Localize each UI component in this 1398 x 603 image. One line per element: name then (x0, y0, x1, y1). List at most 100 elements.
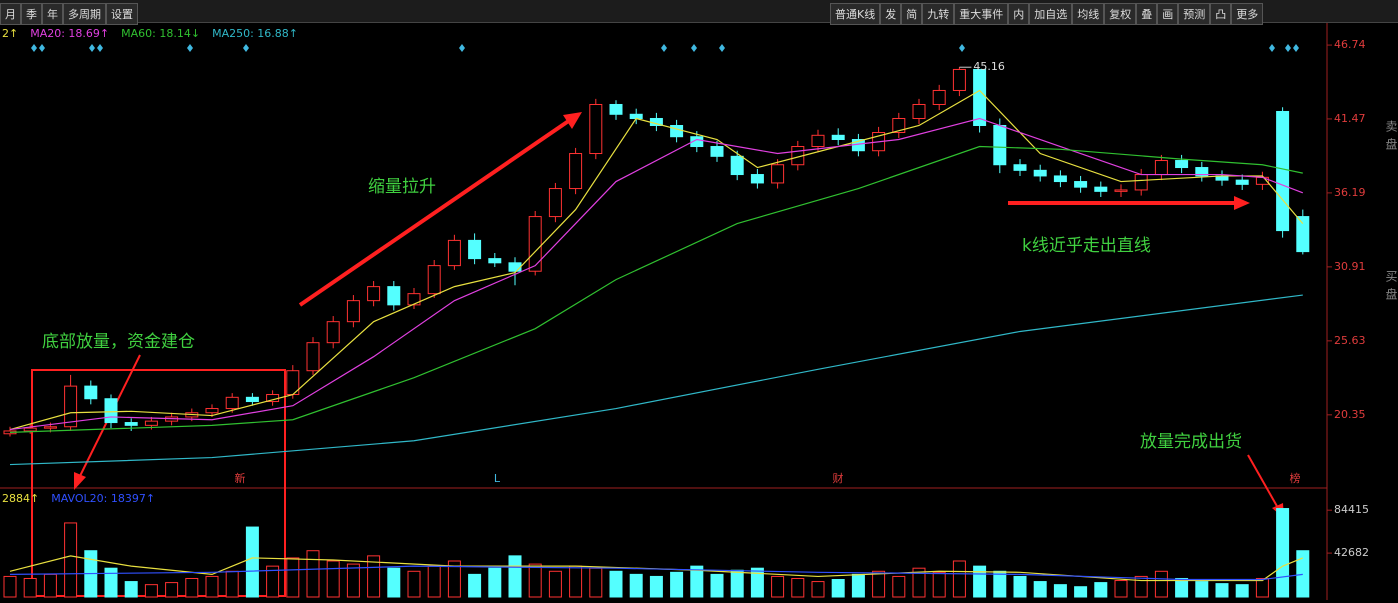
candle-body (831, 134, 845, 141)
side-label: 卖盘 (1384, 120, 1398, 156)
legend: 2↑ MA20: 18.69↑ MA60: 18.14↓ MA250: 16.88↑ (2, 27, 298, 40)
arrow (1247, 454, 1279, 509)
candle-body (346, 300, 360, 323)
toolbar-button[interactable]: 内 (1008, 3, 1030, 25)
volume-bar (973, 565, 987, 598)
toolbar-button[interactable]: 复权 (1104, 3, 1137, 25)
toolbar-button[interactable]: 月 (0, 3, 21, 25)
toolbar-button[interactable]: 发 (880, 3, 902, 25)
volume-bar (1094, 582, 1108, 598)
toolbar-button[interactable]: 预测 (1178, 3, 1211, 25)
candle-body (952, 68, 966, 91)
legend-entry: 2↑ (2, 27, 19, 40)
ma-line (9, 145, 1303, 433)
toolbar-button[interactable]: 九转 (922, 3, 955, 25)
event-icon (39, 44, 45, 52)
ma-line (9, 565, 1303, 581)
volume-bar (488, 567, 502, 598)
toolbar-button[interactable]: 叠 (1136, 3, 1158, 25)
candle-body (609, 103, 623, 115)
volume-bar (1296, 550, 1310, 598)
volume-bar (104, 567, 118, 598)
candle-body (1074, 181, 1088, 188)
toolbar-button[interactable]: 设置 (106, 3, 138, 25)
toolbar-button[interactable]: 均线 (1072, 3, 1105, 25)
candle-body (1175, 160, 1189, 169)
volume-bar (771, 575, 785, 598)
toolbar-button[interactable]: 画 (1157, 3, 1179, 25)
candle-body (528, 216, 542, 272)
volume-bar (629, 573, 643, 598)
candle-body (1276, 110, 1290, 232)
candle-body (973, 68, 987, 127)
candle-body (1296, 216, 1310, 253)
event-icon (959, 44, 965, 52)
volume-bar (811, 581, 825, 598)
legend: 2884↑ MAVOL20: 18397↑ (2, 492, 155, 505)
arrowhead (74, 472, 86, 490)
event-marker: 榜 (1290, 471, 1301, 485)
candle-body (1094, 186, 1108, 192)
candle-body (569, 153, 583, 190)
candle-body (670, 125, 684, 138)
candle-body (306, 342, 320, 372)
candle-body (508, 262, 522, 272)
toolbar-left: 月季年多周期 设置 (0, 3, 138, 25)
toolbar-button[interactable]: 更多 (1231, 3, 1264, 25)
toolbar-button[interactable]: 重大事件 (954, 3, 1009, 25)
toolbar-button[interactable]: 普通K线 (830, 3, 881, 25)
candle-body (326, 321, 340, 344)
volume-bar (872, 570, 886, 598)
volume-bar (1235, 584, 1249, 598)
volume-bar (165, 582, 179, 598)
toolbar-button[interactable]: 季 (21, 3, 42, 25)
candle-body (932, 89, 946, 105)
event-icon (459, 44, 465, 52)
volume-bar (1074, 586, 1088, 598)
legend-entry: 2884↑ (2, 492, 40, 505)
candle-body (1134, 174, 1148, 191)
candle-body (205, 408, 219, 414)
volume-bar (286, 557, 300, 598)
volume-bar (1114, 580, 1128, 598)
candle-body (84, 385, 98, 400)
candle-body (225, 396, 239, 410)
candle-body (710, 146, 724, 157)
event-icon (31, 44, 37, 52)
event-icon (719, 44, 725, 52)
toolbar-button[interactable]: 加自选 (1029, 3, 1073, 25)
candle-body (367, 286, 381, 302)
toolbar-button[interactable]: 多周期 (63, 3, 106, 25)
candle-body (1013, 164, 1027, 171)
candle-body (104, 398, 118, 424)
arrowhead (563, 112, 582, 129)
overlay (31, 112, 1284, 597)
volume-bar (831, 579, 845, 598)
toolbar-button[interactable]: 凸 (1210, 3, 1232, 25)
candle-body (548, 188, 562, 218)
volume-bar (326, 560, 340, 598)
toolbar-button[interactable]: 简 (901, 3, 923, 25)
volume-bar (952, 560, 966, 598)
event-icon (661, 44, 667, 52)
event-icon (1269, 44, 1275, 52)
legend-entry: MA20: 18.69↑ (30, 27, 110, 40)
candle-body (892, 117, 906, 134)
candle-body (771, 164, 785, 184)
toolbar-button[interactable]: 年 (42, 3, 63, 25)
volume-bar (791, 577, 805, 598)
volume-bar (912, 567, 926, 598)
side-label: 买盘 (1384, 270, 1398, 306)
legend-entry: MA250: 16.88↑ (212, 27, 299, 40)
volume-bar (851, 573, 865, 598)
annotation: 缩量拉升 (368, 177, 436, 197)
volume-bar (3, 575, 17, 598)
volume-bar (1175, 577, 1189, 598)
candle-body (488, 258, 502, 264)
volume-bar (205, 575, 219, 598)
volume-bar (23, 577, 37, 598)
max-label: 45.16 (973, 60, 1005, 73)
candle-body (730, 155, 744, 176)
